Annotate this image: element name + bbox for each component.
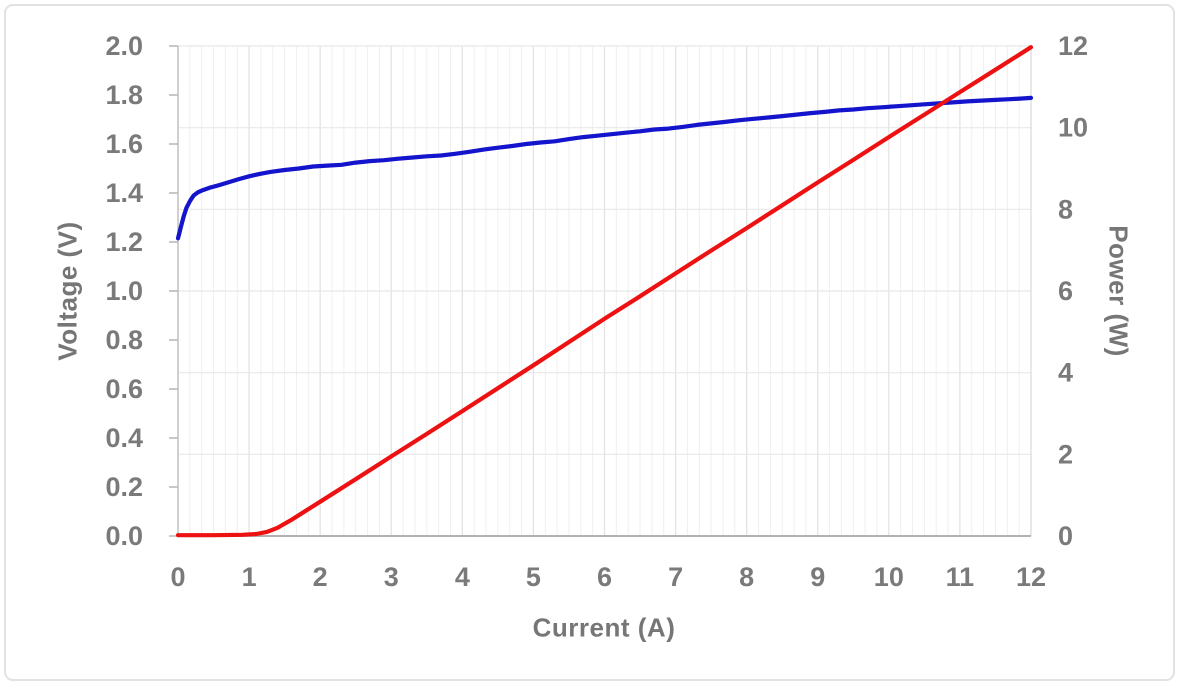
x-axis-tick-label: 1: [242, 562, 257, 592]
left-axis-tick-label: 1.4: [105, 178, 143, 208]
left-axis-tick-label: 1.6: [105, 129, 143, 159]
left-axis-tick-label: 0.8: [105, 325, 143, 355]
chart-frame: 2.0 1.8 1.6 1.4 1.2 1.0 0.8 0.6 0.4 0.2 0.0 12 10 8 6 4…: [4, 4, 1175, 681]
right-axis-tick-label: 10: [1058, 113, 1088, 143]
left-axis-tick-label: 2.0: [105, 31, 143, 61]
right-axis-tick-label: 12: [1058, 31, 1088, 61]
left-axis-tick-label: 0.4: [105, 423, 143, 453]
x-axis-tick-label: 2: [313, 562, 328, 592]
line-chart-canvas: 2.01.81.61.41.21.00.80.60.40.20.01210864…: [105, 31, 1088, 592]
right-axis-title: Power (W): [1103, 225, 1134, 357]
x-axis-tick-label: 6: [597, 562, 612, 592]
right-axis-tick-label: 0: [1058, 521, 1073, 551]
right-axis-tick-label: 4: [1058, 358, 1073, 388]
x-axis-tick-label: 7: [668, 562, 683, 592]
x-axis-tick-label: 5: [526, 562, 541, 592]
x-axis-tick-label: 0: [170, 562, 185, 592]
left-axis-title: Voltage (V): [52, 221, 83, 361]
x-axis-tick-label: 8: [739, 562, 754, 592]
right-axis-tick-label: 8: [1058, 194, 1073, 224]
right-axis-tick-label: 2: [1058, 439, 1073, 469]
right-axis-tick-label: 6: [1058, 276, 1073, 306]
left-axis-tick-label: 1.0: [105, 276, 143, 306]
left-axis-tick-label: 0.0: [105, 521, 143, 551]
x-axis-tick-label: 4: [455, 562, 470, 592]
x-axis-tick-label: 9: [810, 562, 825, 592]
left-axis-tick-label: 0.2: [105, 472, 143, 502]
left-axis-tick-label: 0.6: [105, 374, 143, 404]
x-axis-tick-label: 10: [874, 562, 904, 592]
x-axis-tick-label: 11: [946, 562, 975, 592]
x-axis-tick-label: 3: [384, 562, 399, 592]
voltage-series-line: [175, 95, 1034, 241]
left-axis-tick-label: 1.2: [105, 227, 143, 257]
left-axis-tick-label: 1.8: [105, 80, 143, 110]
x-axis-tick-label: 12: [1016, 562, 1046, 592]
x-axis-title: Current (A): [532, 612, 676, 643]
power-series-line: [175, 45, 1034, 538]
